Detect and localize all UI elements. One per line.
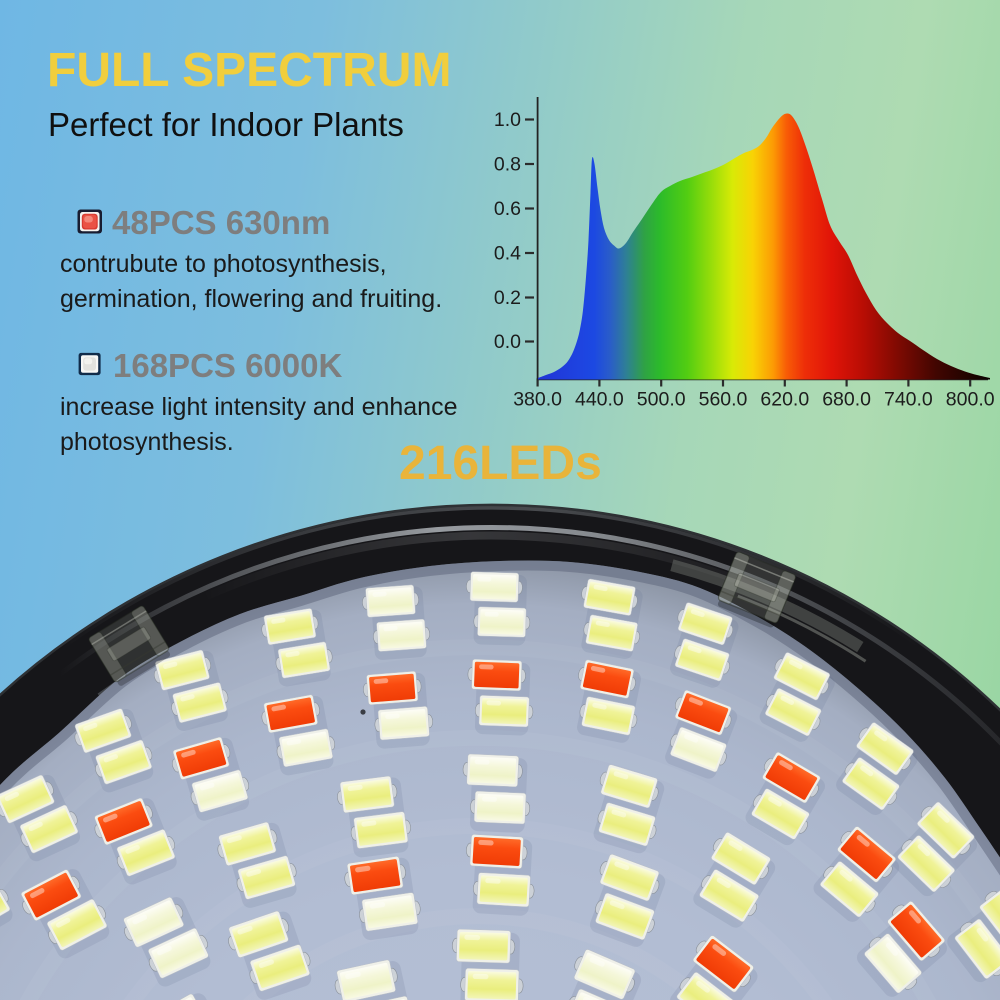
svg-text:0.2: 0.2 — [494, 287, 521, 309]
svg-text:740.0: 740.0 — [884, 389, 933, 411]
svg-text:1.0: 1.0 — [494, 109, 521, 131]
svg-text:440.0: 440.0 — [575, 389, 624, 411]
svg-text:0.0: 0.0 — [494, 331, 521, 353]
svg-text:620.0: 620.0 — [760, 389, 809, 411]
svg-text:680.0: 680.0 — [822, 389, 871, 411]
svg-text:500.0: 500.0 — [637, 389, 686, 411]
svg-text:0.8: 0.8 — [494, 154, 521, 176]
svg-text:380.0: 380.0 — [513, 389, 562, 411]
svg-text:0.6: 0.6 — [494, 198, 521, 220]
svg-text:0.4: 0.4 — [494, 243, 521, 265]
svg-text:560.0: 560.0 — [699, 389, 748, 411]
svg-text:800.0: 800.0 — [946, 389, 995, 411]
